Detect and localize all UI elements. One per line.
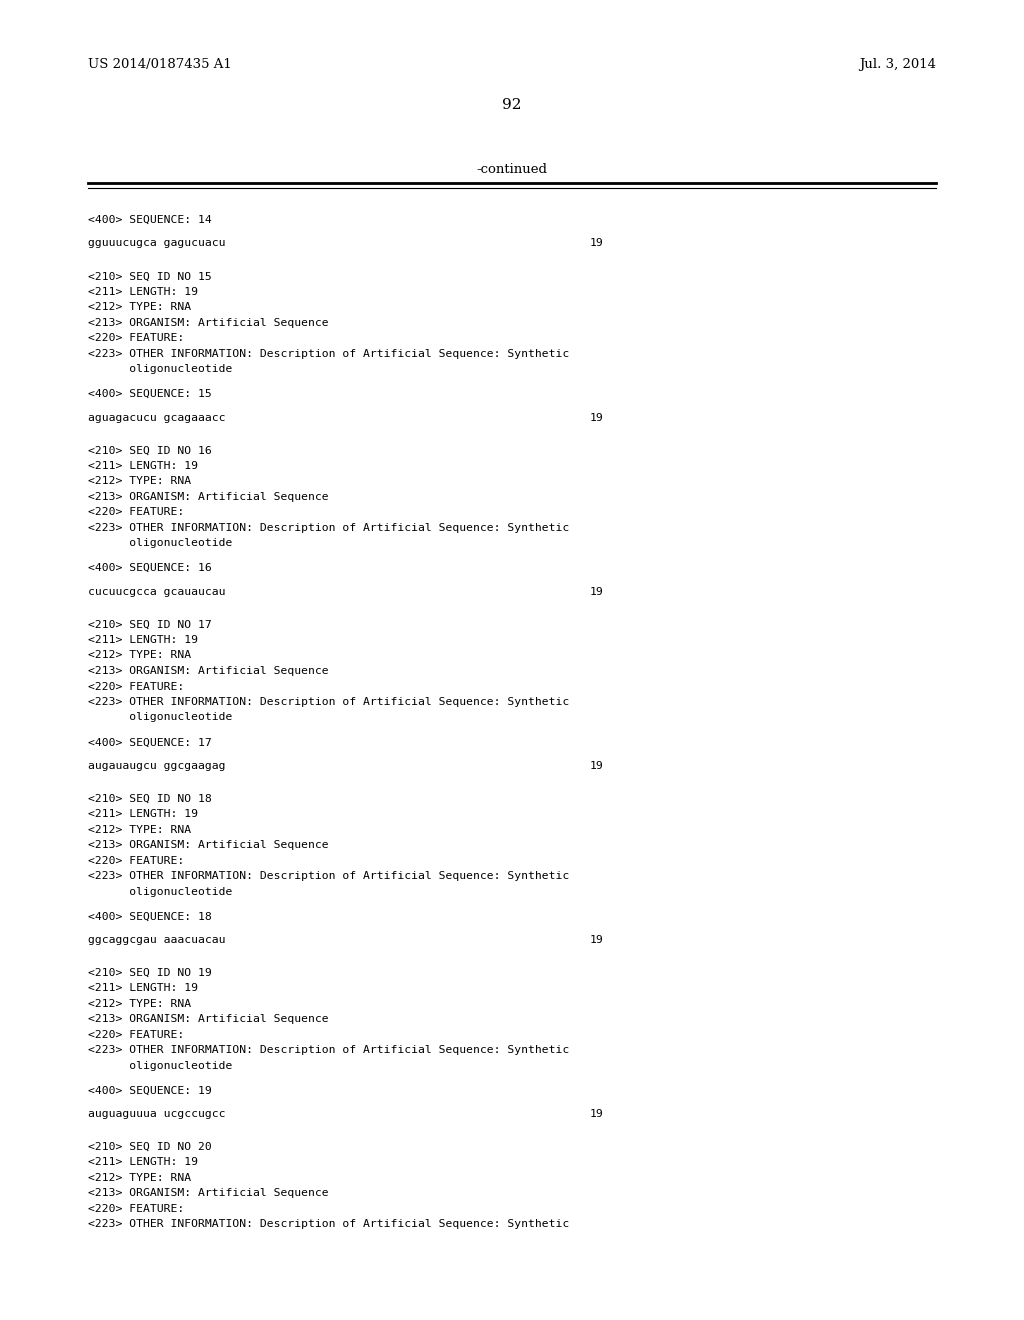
Text: <223> OTHER INFORMATION: Description of Artificial Sequence: Synthetic: <223> OTHER INFORMATION: Description of … — [88, 697, 569, 708]
Text: 19: 19 — [590, 586, 604, 597]
Text: <212> TYPE: RNA: <212> TYPE: RNA — [88, 999, 191, 1008]
Text: <211> LENGTH: 19: <211> LENGTH: 19 — [88, 635, 198, 645]
Text: <212> TYPE: RNA: <212> TYPE: RNA — [88, 1172, 191, 1183]
Text: 92: 92 — [502, 98, 522, 112]
Text: <400> SEQUENCE: 17: <400> SEQUENCE: 17 — [88, 738, 212, 747]
Text: <223> OTHER INFORMATION: Description of Artificial Sequence: Synthetic: <223> OTHER INFORMATION: Description of … — [88, 523, 569, 533]
Text: <211> LENGTH: 19: <211> LENGTH: 19 — [88, 983, 198, 993]
Text: <400> SEQUENCE: 15: <400> SEQUENCE: 15 — [88, 389, 212, 399]
Text: <211> LENGTH: 19: <211> LENGTH: 19 — [88, 286, 198, 297]
Text: auguaguuua ucgccugcc: auguaguuua ucgccugcc — [88, 1109, 225, 1119]
Text: 19: 19 — [590, 239, 604, 248]
Text: oligonucleotide: oligonucleotide — [88, 539, 232, 548]
Text: aguagacucu gcagaaacc: aguagacucu gcagaaacc — [88, 413, 225, 422]
Text: oligonucleotide: oligonucleotide — [88, 1061, 232, 1071]
Text: oligonucleotide: oligonucleotide — [88, 887, 232, 896]
Text: <210> SEQ ID NO 17: <210> SEQ ID NO 17 — [88, 619, 212, 630]
Text: <210> SEQ ID NO 20: <210> SEQ ID NO 20 — [88, 1142, 212, 1152]
Text: 19: 19 — [590, 413, 604, 422]
Text: Jul. 3, 2014: Jul. 3, 2014 — [859, 58, 936, 71]
Text: <220> FEATURE:: <220> FEATURE: — [88, 855, 184, 866]
Text: <213> ORGANISM: Artificial Sequence: <213> ORGANISM: Artificial Sequence — [88, 840, 329, 850]
Text: <213> ORGANISM: Artificial Sequence: <213> ORGANISM: Artificial Sequence — [88, 1188, 329, 1199]
Text: <223> OTHER INFORMATION: Description of Artificial Sequence: Synthetic: <223> OTHER INFORMATION: Description of … — [88, 1220, 569, 1229]
Text: <400> SEQUENCE: 18: <400> SEQUENCE: 18 — [88, 911, 212, 921]
Text: <210> SEQ ID NO 16: <210> SEQ ID NO 16 — [88, 445, 212, 455]
Text: <213> ORGANISM: Artificial Sequence: <213> ORGANISM: Artificial Sequence — [88, 492, 329, 502]
Text: ggcaggcgau aaacuacau: ggcaggcgau aaacuacau — [88, 935, 225, 945]
Text: <213> ORGANISM: Artificial Sequence: <213> ORGANISM: Artificial Sequence — [88, 318, 329, 327]
Text: <211> LENGTH: 19: <211> LENGTH: 19 — [88, 461, 198, 471]
Text: 19: 19 — [590, 1109, 604, 1119]
Text: 19: 19 — [590, 760, 604, 771]
Text: <210> SEQ ID NO 19: <210> SEQ ID NO 19 — [88, 968, 212, 978]
Text: <212> TYPE: RNA: <212> TYPE: RNA — [88, 477, 191, 486]
Text: <220> FEATURE:: <220> FEATURE: — [88, 507, 184, 517]
Text: <212> TYPE: RNA: <212> TYPE: RNA — [88, 651, 191, 660]
Text: <213> ORGANISM: Artificial Sequence: <213> ORGANISM: Artificial Sequence — [88, 667, 329, 676]
Text: <220> FEATURE:: <220> FEATURE: — [88, 1204, 184, 1214]
Text: <213> ORGANISM: Artificial Sequence: <213> ORGANISM: Artificial Sequence — [88, 1014, 329, 1024]
Text: <223> OTHER INFORMATION: Description of Artificial Sequence: Synthetic: <223> OTHER INFORMATION: Description of … — [88, 348, 569, 359]
Text: gguuucugca gagucuacu: gguuucugca gagucuacu — [88, 239, 225, 248]
Text: augauaugcu ggcgaagag: augauaugcu ggcgaagag — [88, 760, 225, 771]
Text: oligonucleotide: oligonucleotide — [88, 713, 232, 722]
Text: <400> SEQUENCE: 16: <400> SEQUENCE: 16 — [88, 564, 212, 573]
Text: cucuucgcca gcauaucau: cucuucgcca gcauaucau — [88, 586, 225, 597]
Text: 19: 19 — [590, 935, 604, 945]
Text: <223> OTHER INFORMATION: Description of Artificial Sequence: Synthetic: <223> OTHER INFORMATION: Description of … — [88, 1045, 569, 1055]
Text: US 2014/0187435 A1: US 2014/0187435 A1 — [88, 58, 231, 71]
Text: <211> LENGTH: 19: <211> LENGTH: 19 — [88, 1158, 198, 1167]
Text: <212> TYPE: RNA: <212> TYPE: RNA — [88, 302, 191, 313]
Text: <220> FEATURE:: <220> FEATURE: — [88, 1030, 184, 1040]
Text: <220> FEATURE:: <220> FEATURE: — [88, 681, 184, 692]
Text: -continued: -continued — [476, 162, 548, 176]
Text: <220> FEATURE:: <220> FEATURE: — [88, 333, 184, 343]
Text: <210> SEQ ID NO 15: <210> SEQ ID NO 15 — [88, 272, 212, 281]
Text: <210> SEQ ID NO 18: <210> SEQ ID NO 18 — [88, 793, 212, 804]
Text: <223> OTHER INFORMATION: Description of Artificial Sequence: Synthetic: <223> OTHER INFORMATION: Description of … — [88, 871, 569, 882]
Text: <400> SEQUENCE: 14: <400> SEQUENCE: 14 — [88, 215, 212, 224]
Text: oligonucleotide: oligonucleotide — [88, 364, 232, 375]
Text: <212> TYPE: RNA: <212> TYPE: RNA — [88, 825, 191, 834]
Text: <211> LENGTH: 19: <211> LENGTH: 19 — [88, 809, 198, 820]
Text: <400> SEQUENCE: 19: <400> SEQUENCE: 19 — [88, 1085, 212, 1096]
